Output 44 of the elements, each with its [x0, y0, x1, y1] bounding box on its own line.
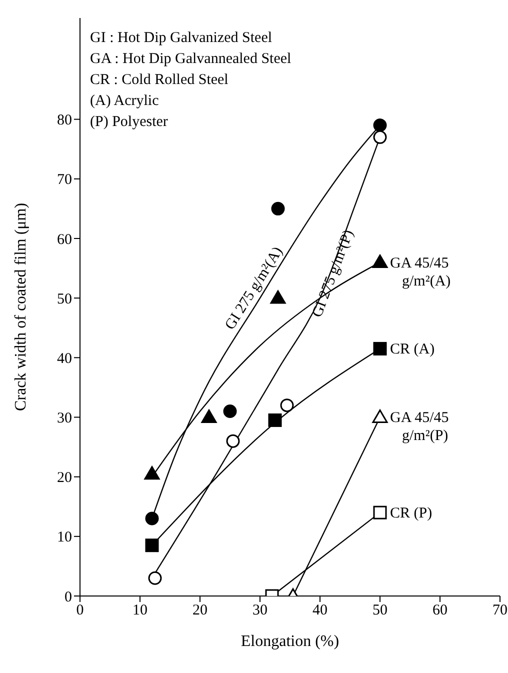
point [271, 202, 285, 216]
point [268, 413, 282, 427]
point [223, 404, 237, 418]
point [148, 571, 162, 585]
annotation: (A) Acrylic [90, 93, 160, 109]
series-label: CR (P) [390, 506, 432, 522]
point [145, 512, 159, 526]
point [373, 118, 387, 132]
y-tick-label: 70 [57, 172, 72, 188]
point [373, 342, 387, 356]
annotation: CR : Cold Rolled Steel [90, 72, 228, 88]
x-tick-label: 50 [372, 602, 388, 619]
point [372, 409, 388, 423]
annotation: GA : Hot Dip Galvannealed Steel [90, 51, 292, 67]
point [280, 398, 294, 412]
x-tick-label: 60 [432, 602, 448, 619]
x-tick-label: 40 [312, 602, 328, 619]
point [373, 130, 387, 144]
point [226, 434, 240, 448]
annotation: GI : Hot Dip Galvanized Steel [90, 30, 272, 46]
point [201, 409, 217, 423]
x-axis-title: Elongation (%) [240, 633, 340, 650]
x-tick-label: 30 [252, 602, 268, 619]
point [373, 506, 387, 520]
x-tick-label: 70 [492, 602, 508, 619]
y-tick-label: 40 [57, 350, 72, 367]
y-tick-label: 30 [57, 410, 72, 427]
point [144, 466, 160, 480]
series-label: GA 45/45 g/m²(P) [390, 410, 449, 444]
point [145, 538, 159, 552]
y-tick-label: 60 [57, 232, 72, 248]
x-tick-label: 0 [76, 602, 84, 619]
series-label: GA 45/45 g/m²(A) [390, 255, 451, 290]
y-tick-label: 10 [57, 530, 72, 546]
x-tick-label: 10 [132, 602, 148, 619]
series-label: CR (A) [390, 342, 435, 358]
y-tick-label: 0 [64, 589, 72, 606]
point [372, 254, 388, 268]
y-tick-label: 50 [57, 291, 72, 308]
annotation: (P) Polyester [90, 114, 168, 130]
y-tick-label: 80 [57, 112, 72, 129]
x-tick-label: 20 [192, 602, 208, 619]
y-axis-title: Crack width of coated film (μm) [12, 202, 30, 412]
y-tick-label: 20 [57, 470, 72, 486]
